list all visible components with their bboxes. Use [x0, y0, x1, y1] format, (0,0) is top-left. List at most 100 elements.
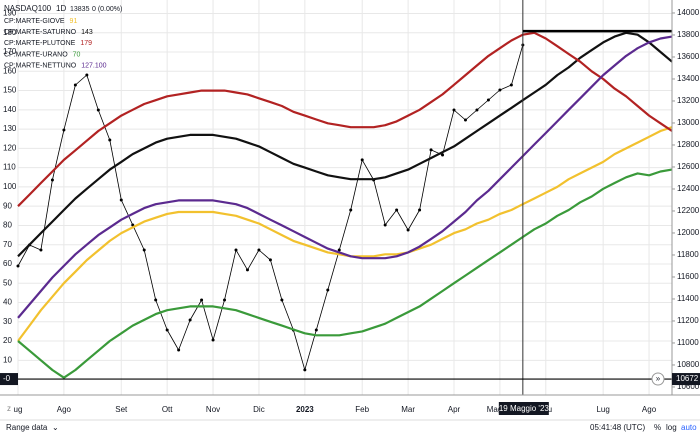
scroll-icon[interactable]: » [656, 374, 661, 383]
y-tick-label: 180 [3, 28, 17, 37]
legend-name: CP:MARTE-SATURNO [4, 29, 77, 36]
price-point [418, 208, 422, 212]
price-point [165, 328, 169, 332]
price-point [280, 298, 284, 302]
y-tick-label: 10 [3, 355, 12, 364]
y2-tick-label: 12200 [677, 206, 700, 215]
y2-tick-label: 13800 [677, 30, 700, 39]
price-point [303, 368, 307, 372]
price-point [108, 138, 112, 142]
price-point [429, 148, 433, 152]
y2-tick-label: 12600 [677, 162, 700, 171]
legend-interval: 1D [56, 4, 66, 13]
clock: 05:41:48 (UTC) [590, 423, 645, 432]
crosshair-x-label: 19 Maggio '23 [499, 404, 550, 413]
x-tick-label: Ago [57, 405, 72, 414]
y2-tick-label: 13600 [677, 52, 700, 61]
legend-symbol: NASDAQ100 [4, 4, 52, 13]
price-point [39, 248, 43, 252]
x-tick-label: Set [115, 405, 128, 414]
plot [16, 0, 673, 395]
y2-tick-label: 11800 [677, 250, 699, 259]
price-point [177, 348, 181, 352]
x-tick-label: Ott [162, 405, 173, 414]
price-point [406, 228, 410, 232]
x-tick-label: Mar [401, 405, 415, 414]
percent-button[interactable]: % [654, 423, 661, 432]
crosshair-x-box [498, 402, 549, 415]
price-point [509, 83, 513, 87]
legend-value: 179 [80, 40, 92, 47]
legend-value: 91 [70, 18, 78, 25]
axes: 10 20 30 40 50 60 70 80 90 100 110 120 130 140 150 160 1… [0, 8, 700, 415]
price-point [223, 298, 227, 302]
auto-button[interactable]: auto [681, 423, 697, 432]
indicator-line [17, 35, 673, 319]
x-tick-label: Lug [596, 405, 609, 414]
legend-value: 127.100 [81, 63, 106, 70]
y2-tick-label: 10800 [677, 360, 700, 369]
price-point [154, 298, 158, 302]
grid [17, 0, 672, 395]
goto-icon[interactable]: ᴢ [7, 404, 11, 413]
legend-name: CP:MARTE-GIOVE [4, 18, 65, 25]
legend-name: CP:MARTE-URANO [4, 51, 68, 58]
price-point [326, 288, 330, 292]
x-tick-label: Apr [448, 405, 461, 414]
price-point [441, 153, 445, 157]
indicator-line [17, 31, 673, 258]
x-tick-label: ug [14, 405, 23, 414]
x-tick-label: Feb [355, 405, 369, 414]
price-point [360, 158, 364, 162]
range-chevron[interactable]: ⌄ [52, 423, 59, 432]
y2-tick-label: 12800 [677, 140, 700, 149]
price-point [395, 208, 399, 212]
y-tick-label: 80 [3, 221, 12, 230]
scroll-button[interactable] [651, 372, 665, 386]
price-point [337, 248, 341, 252]
y-tick-label: 190 [3, 9, 17, 18]
x-tick-label: Nov [206, 405, 220, 414]
y-tick-label: 30 [3, 317, 12, 326]
y-tick-label: 160 [3, 66, 17, 75]
price-point [142, 248, 146, 252]
price-point [452, 108, 456, 112]
y-tick-label: 140 [3, 105, 17, 114]
y2-tick-label: 14000 [677, 8, 700, 17]
range-button[interactable]: Range data [6, 423, 48, 432]
y-tick-label: 60 [3, 259, 12, 268]
legend-last-price: 13835 [70, 6, 90, 13]
legend-change: 0 (0.00%) [92, 6, 122, 13]
price-point [62, 128, 66, 132]
y-tick-label: 120 [3, 143, 17, 152]
price-point [96, 108, 100, 112]
price-point [234, 248, 238, 252]
price-point [314, 328, 318, 332]
price-point [245, 268, 249, 272]
y-tick-label: 130 [3, 124, 17, 133]
price-point [131, 223, 135, 227]
y-tick-label: 110 [3, 163, 16, 172]
y2-tick-label: 12000 [677, 228, 700, 237]
y2-tick-label: 11200 [677, 316, 699, 325]
crosshair-y2-box [672, 373, 700, 386]
price-point [486, 98, 490, 102]
price-point [463, 118, 467, 122]
y-tick-label: 70 [3, 240, 12, 249]
log-button[interactable]: log [666, 423, 677, 432]
y2-tick-label: 11600 [677, 272, 699, 281]
price-point [268, 258, 272, 262]
price-point [188, 318, 192, 322]
y2-tick-label: 11400 [677, 294, 699, 303]
y2-tick-label: 13400 [677, 74, 700, 83]
price-point [200, 298, 204, 302]
legend: NASDAQ100 1D 13835 0 (0.00%) CP:MARTE-GIOVE 9… [4, 4, 122, 70]
y-tick-label: 50 [3, 278, 12, 287]
indicator-line [17, 168, 673, 379]
price-point [349, 208, 353, 212]
crosshair-y-box [0, 373, 18, 386]
price-point [16, 264, 20, 268]
legend-value: 143 [81, 29, 93, 36]
